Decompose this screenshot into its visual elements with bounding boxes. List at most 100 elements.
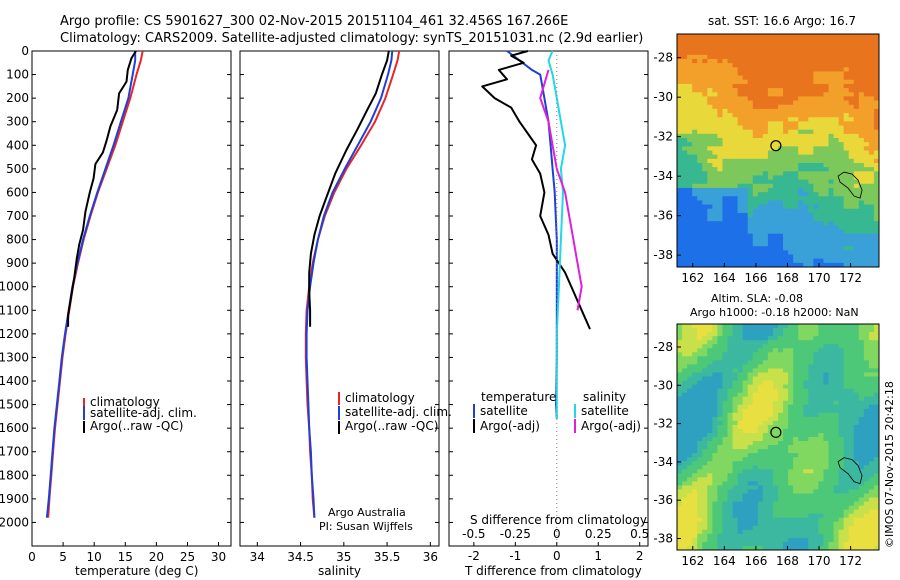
map-cell xyxy=(692,233,698,239)
map-cell xyxy=(868,517,875,523)
map-cell xyxy=(833,420,839,426)
map-cell xyxy=(712,46,718,52)
map-cell xyxy=(762,352,769,357)
map-cell xyxy=(873,336,880,341)
y-tick-label: -32 xyxy=(653,417,673,431)
map-cell xyxy=(742,71,749,77)
map-cell xyxy=(692,42,698,47)
map-cell xyxy=(783,262,789,268)
map-cell xyxy=(677,396,683,402)
map-cell xyxy=(772,42,779,47)
map-cell xyxy=(737,328,744,333)
map-cell xyxy=(697,34,703,39)
map-cell xyxy=(727,208,733,214)
map-cell xyxy=(818,384,824,389)
map-cell xyxy=(843,501,850,507)
map-cell xyxy=(843,485,850,490)
map-cell xyxy=(858,324,865,329)
map-cell xyxy=(702,428,708,434)
map-cell xyxy=(873,525,880,531)
map-cell xyxy=(687,96,693,101)
map-cell xyxy=(823,34,829,39)
map-cell xyxy=(803,108,809,114)
map-cell xyxy=(752,473,759,478)
map-cell xyxy=(727,529,733,535)
map-cell xyxy=(742,469,749,474)
map-cell xyxy=(687,79,693,85)
map-cell xyxy=(813,517,819,523)
map-cell xyxy=(858,396,865,402)
map-cell xyxy=(848,146,855,151)
map-cell xyxy=(873,96,880,101)
map-cell xyxy=(752,537,759,543)
map-cell xyxy=(853,541,860,547)
map-cell xyxy=(778,364,784,369)
map-cell xyxy=(793,356,799,361)
map-cell xyxy=(752,352,759,357)
map-cell xyxy=(808,485,814,490)
map-cell xyxy=(717,432,723,438)
map-cell xyxy=(858,212,865,218)
map-cell xyxy=(808,336,814,341)
map-cell xyxy=(682,133,688,139)
map-cell xyxy=(843,332,850,337)
map-cell xyxy=(848,196,855,201)
map-cell xyxy=(757,392,764,398)
map-cell xyxy=(808,225,814,230)
map-cell xyxy=(833,537,839,543)
map-cell xyxy=(863,348,870,353)
map-cell xyxy=(848,217,855,222)
map-cell xyxy=(778,352,784,357)
map-cell xyxy=(677,71,683,77)
map-cell xyxy=(767,162,774,168)
map-cell xyxy=(803,187,809,193)
map-cell xyxy=(742,437,749,442)
map-cell xyxy=(757,133,764,139)
map-cell xyxy=(707,46,713,52)
map-cell xyxy=(863,400,870,406)
map-cell xyxy=(853,196,860,201)
map-cell xyxy=(818,175,824,181)
map-cell xyxy=(682,258,688,264)
map-cell xyxy=(808,372,814,377)
map-cell xyxy=(803,67,809,72)
map-cell xyxy=(722,104,728,110)
map-cell xyxy=(712,237,718,243)
map-cell xyxy=(813,221,819,226)
map-cell xyxy=(833,229,839,235)
map-cell xyxy=(828,75,834,81)
map-cell xyxy=(752,96,759,101)
map-cell xyxy=(727,384,733,389)
map-cell xyxy=(702,517,708,523)
map-cell xyxy=(858,368,865,373)
map-cell xyxy=(682,404,688,410)
map-cell xyxy=(813,187,819,193)
map-cell xyxy=(823,250,829,255)
map-cell xyxy=(783,465,789,470)
map-cell xyxy=(818,372,824,377)
map-cell xyxy=(868,477,875,482)
map-cell xyxy=(873,54,880,60)
map-cell xyxy=(732,473,738,478)
map-cell xyxy=(762,117,769,122)
map-cell xyxy=(717,505,723,511)
map-cell xyxy=(722,225,728,230)
map-cell xyxy=(752,404,759,410)
map-cell xyxy=(762,493,769,498)
map-cell xyxy=(762,485,769,490)
map-cell xyxy=(742,465,749,470)
map-cell xyxy=(712,196,718,201)
map-cell xyxy=(687,225,693,230)
map-cell xyxy=(843,237,850,243)
map-cell xyxy=(727,473,733,478)
map-cell xyxy=(687,380,693,385)
map-cell xyxy=(828,473,834,478)
map-cell xyxy=(778,412,784,418)
map-cell xyxy=(737,187,744,193)
map-cell xyxy=(682,352,688,357)
x-tick-label: 166 xyxy=(744,271,767,285)
map-cell xyxy=(843,150,850,156)
map-cell xyxy=(868,179,875,185)
map-cell xyxy=(752,368,759,373)
map-cell xyxy=(697,158,703,164)
